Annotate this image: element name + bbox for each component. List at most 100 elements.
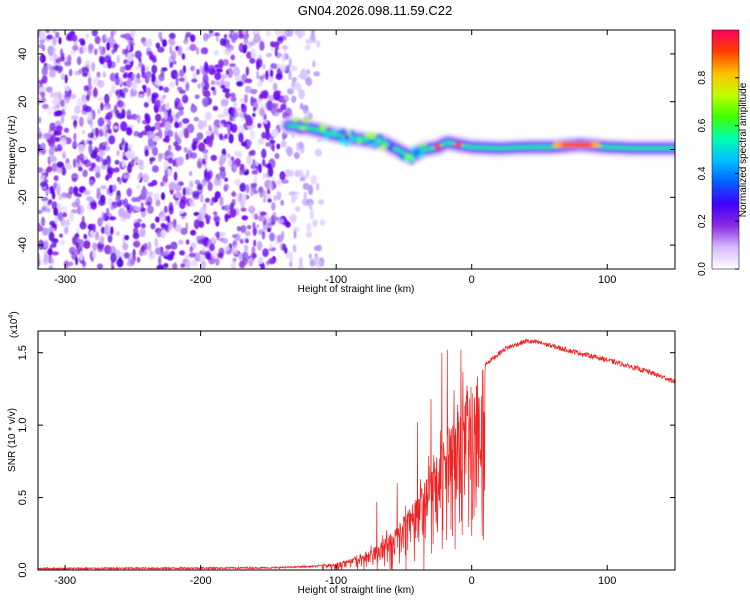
spectrogram-noise-cell bbox=[163, 262, 169, 269]
spectrogram-noise-cell bbox=[197, 83, 201, 90]
spectrogram-noise-cell bbox=[70, 93, 77, 99]
spectrogram-noise-cell bbox=[38, 87, 47, 92]
spectrogram-noise-cell bbox=[171, 70, 178, 79]
spectrogram-noise-cell bbox=[214, 32, 221, 37]
spectrogram-noise-cell bbox=[42, 132, 50, 140]
spectrogram-noise-cell bbox=[43, 254, 49, 263]
spectrogram-noise-cell bbox=[222, 59, 229, 67]
spectrogram-noise-cell bbox=[59, 137, 67, 147]
spectrogram-noise-cell bbox=[155, 42, 161, 49]
spectrogram-noise-cell bbox=[217, 113, 225, 119]
spectrogram-noise-cell bbox=[228, 33, 233, 39]
spectrogram-noise-cell bbox=[115, 89, 123, 98]
spectrogram-noise-cell bbox=[293, 152, 300, 159]
spectrogram-noise-cell bbox=[140, 202, 144, 208]
spectrogram-signal-blob bbox=[323, 135, 329, 140]
spectrogram-noise-cell bbox=[155, 199, 161, 207]
spectrogram-noise-cell bbox=[230, 123, 238, 133]
spectrogram-noise-cell bbox=[167, 224, 172, 235]
spectrogram-noise-cell bbox=[113, 167, 120, 173]
spectrogram-signal-blob bbox=[297, 129, 306, 134]
spectrogram-noise-cell bbox=[154, 247, 162, 255]
spectrogram-noise-cell bbox=[87, 75, 92, 86]
spectrogram-noise-cell bbox=[204, 167, 208, 177]
spectrogram-noise-cell bbox=[280, 173, 286, 179]
spectrogram-noise-cell bbox=[122, 73, 128, 79]
spectrogram-noise-cell bbox=[277, 234, 284, 243]
spectrogram-noise-cell bbox=[174, 145, 182, 151]
spectrogram-noise-cell bbox=[165, 244, 172, 250]
spectrogram-noise-cell bbox=[244, 238, 249, 244]
spectrogram-noise-cell bbox=[313, 255, 320, 265]
spectrogram-noise-cell bbox=[97, 80, 105, 88]
spectrogram-noise-cell bbox=[45, 30, 50, 34]
spectrogram-noise-cell bbox=[318, 199, 324, 205]
spectrogram-noise-cell bbox=[257, 98, 263, 104]
spectrogram-noise-cell bbox=[223, 34, 228, 39]
spectrogram-noise-cell bbox=[164, 167, 168, 178]
spectrogram-noise-cell bbox=[147, 191, 154, 198]
spectrogram-noise-cell bbox=[90, 131, 94, 139]
chart-title: GN04.2026.098.11.59.C22 bbox=[298, 3, 452, 18]
spectrogram-noise-cell bbox=[240, 225, 247, 234]
spectrogram-noise-cell bbox=[230, 54, 235, 61]
spectrogram-noise-cell bbox=[42, 200, 49, 210]
spectrogram-noise-cell bbox=[224, 213, 229, 223]
spectrogram-noise-cell bbox=[110, 226, 114, 235]
spectrogram-noise-cell bbox=[134, 50, 142, 59]
spectrogram-noise-cell bbox=[137, 132, 144, 138]
spectrogram-noise-cell bbox=[293, 226, 300, 232]
spectrogram-noise-cell bbox=[274, 46, 280, 51]
spectrogram-noise-cell bbox=[126, 114, 135, 120]
spectrogram-noise-cell bbox=[136, 114, 141, 124]
spectrogram-noise-cell bbox=[284, 247, 288, 254]
spectrogram-noise-cell bbox=[241, 30, 247, 35]
spectrogram-noise-cell bbox=[140, 223, 146, 229]
spectrogram-noise-cell bbox=[119, 66, 126, 73]
spectrogram-noise-cell bbox=[250, 149, 256, 156]
spectrogram-noise-cell bbox=[38, 222, 41, 230]
spectrogram-noise-cell bbox=[267, 218, 272, 223]
spectrogram-noise-cell bbox=[140, 187, 148, 197]
spectrogram-noise-cell bbox=[127, 163, 132, 174]
spectrogram-noise-cell bbox=[302, 104, 309, 111]
spectrogram-noise-cell bbox=[250, 182, 258, 188]
spectrogram-noise-cell bbox=[129, 152, 136, 160]
spectrogram-ytick-label: 40 bbox=[17, 48, 29, 60]
spectrogram-noise-cell bbox=[241, 192, 248, 203]
spectrogram-noise-cell bbox=[112, 201, 119, 209]
spectrogram-noise-cell bbox=[261, 148, 267, 159]
spectrogram-noise-cell bbox=[120, 34, 126, 39]
spectrogram-noise-cell bbox=[123, 174, 130, 180]
spectrogram-noise-cell bbox=[174, 191, 182, 198]
spectrogram-noise-cell bbox=[145, 71, 152, 78]
spectrogram-noise-cell bbox=[60, 113, 65, 124]
spectrogram-noise-cell bbox=[298, 169, 304, 177]
spectrogram-noise-cell bbox=[174, 131, 178, 140]
spectrogram-noise-cell bbox=[158, 85, 164, 91]
spectrogram-noise-cell bbox=[305, 77, 313, 87]
spectrogram-noise-cell bbox=[112, 184, 117, 192]
spectrogram-noise-cell bbox=[80, 39, 86, 46]
spectrogram-noise-cell bbox=[289, 261, 293, 268]
spectrogram-noise-cell bbox=[292, 244, 297, 253]
spectrogram-noise-cell bbox=[133, 222, 141, 228]
spectrogram-noise-cell bbox=[73, 119, 78, 129]
spectrogram-xtick-label: -100 bbox=[325, 274, 347, 286]
spectrogram-noise-cell bbox=[274, 30, 280, 37]
spectrogram-noise-cell bbox=[142, 84, 146, 90]
spectrogram-noise-cell bbox=[204, 215, 211, 221]
spectrogram-noise-cell bbox=[90, 162, 96, 169]
spectrogram-noise-cell bbox=[95, 127, 99, 138]
spectrogram-noise-cell bbox=[109, 216, 117, 221]
spectrogram-noise-cell bbox=[234, 178, 241, 186]
spectrogram-ylabel: Frequency (Hz) bbox=[7, 116, 18, 185]
spectrogram-noise-cell bbox=[86, 196, 94, 202]
spectrogram-noise-cell bbox=[76, 193, 82, 198]
spectrogram-noise-cell bbox=[82, 260, 86, 268]
spectrogram-noise-cell bbox=[167, 253, 174, 261]
spectrogram-noise-cell bbox=[203, 151, 208, 162]
spectrogram-noise-cell bbox=[220, 119, 227, 125]
spectrogram-noise-cell bbox=[178, 130, 183, 140]
spectrogram-noise-cell bbox=[183, 147, 188, 153]
